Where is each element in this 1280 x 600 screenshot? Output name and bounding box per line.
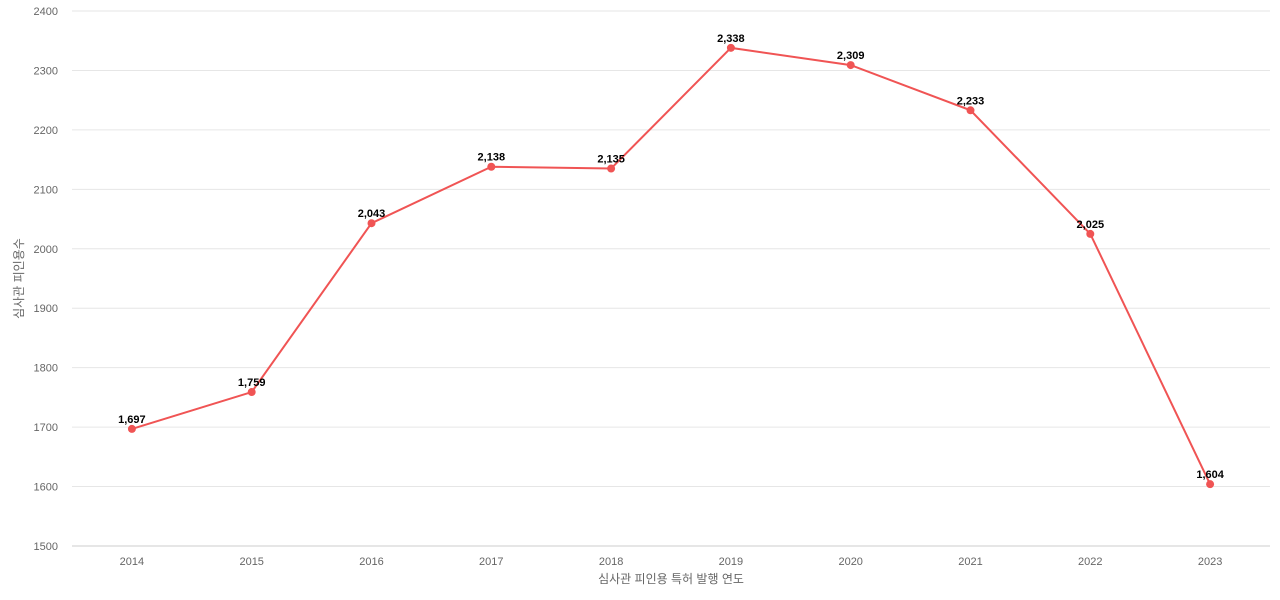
data-point[interactable] [726,43,735,52]
y-tick-label: 1600 [34,482,58,494]
grid-lines [72,10,1270,488]
data-label: 1,604 [1196,469,1224,481]
data-point[interactable] [247,388,256,397]
x-tick-label: 2021 [958,556,982,568]
data-label: 2,309 [837,50,865,62]
y-tick-label: 1500 [34,541,58,553]
y-tick-label: 2000 [34,244,58,256]
x-tick-label: 2014 [120,556,144,568]
y-axis: 1500 1600 1700 1800 1900 2000 2100 2200 2300 2400 [34,6,58,553]
data-label: 2,338 [717,33,745,45]
data-point[interactable] [367,219,376,228]
data-label: 2,135 [597,154,625,166]
data-label: 1,759 [238,377,266,389]
y-axis-title: 심사관 피인용수 [12,238,26,319]
data-point[interactable] [1206,480,1215,489]
y-tick-label: 2400 [34,6,58,18]
x-tick-label: 2016 [359,556,383,568]
data-point[interactable] [1086,229,1095,238]
data-point[interactable] [127,424,136,433]
x-tick-label: 2020 [838,556,862,568]
x-tick-label: 2019 [719,556,743,568]
y-tick-label: 2200 [34,125,58,137]
data-label: 2,025 [1077,219,1105,231]
series-group: 1,697 1,759 2,043 2,138 2,135 2,338 2,309 2,233… [118,33,1225,489]
series-line [131,46,1212,485]
y-tick-label: 1900 [34,303,58,315]
data-label: 2,043 [358,208,386,220]
data-label: 2,233 [957,95,985,107]
x-tick-label: 2015 [239,556,263,568]
data-point[interactable] [607,164,616,173]
y-tick-label: 1800 [34,363,58,375]
x-axis: 2014 2015 2016 2017 2018 2019 2020 2021 2022 2023 [72,545,1270,568]
data-label: 1,697 [118,414,146,426]
data-label: 2,138 [478,152,506,164]
x-axis-title: 심사관 피인용 특허 발행 연도 [598,571,744,586]
y-tick-label: 2300 [34,65,58,77]
data-point[interactable] [846,61,855,70]
y-tick-label: 1700 [34,422,58,434]
data-point[interactable] [966,106,975,115]
x-tick-label: 2022 [1078,556,1102,568]
x-tick-label: 2018 [599,556,623,568]
x-tick-label: 2017 [479,556,503,568]
x-tick-label: 2023 [1198,556,1222,568]
y-tick-label: 2100 [34,184,58,196]
data-point[interactable] [487,162,496,171]
